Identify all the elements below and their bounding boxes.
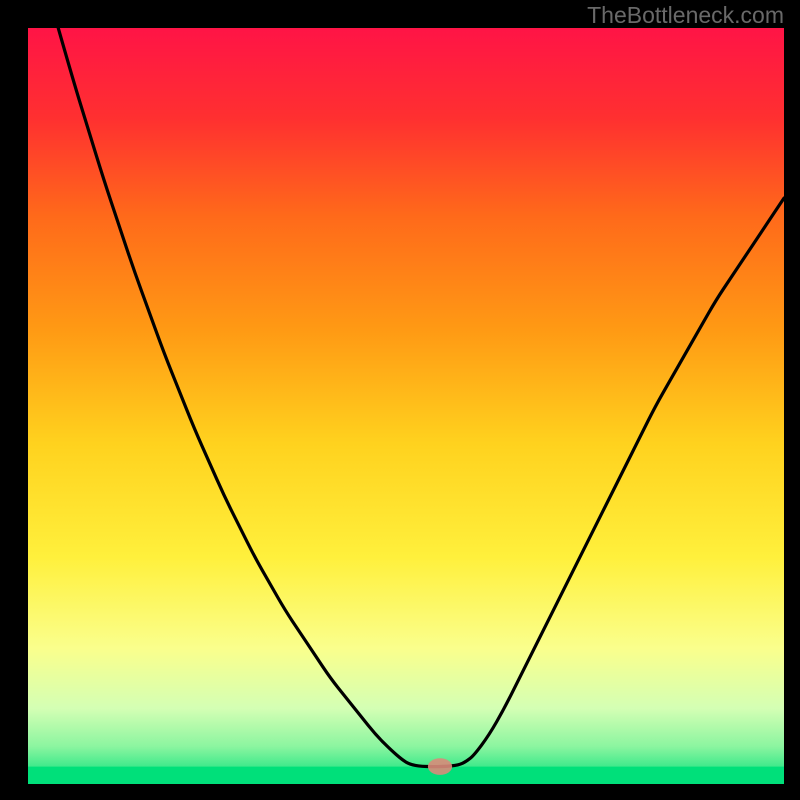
ideal-zone-stripe [28,767,784,784]
plot-svg [28,28,784,784]
plot-area [28,28,784,784]
ideal-marker [428,758,452,775]
chart-frame: TheBottleneck.com [0,0,800,800]
watermark-text: TheBottleneck.com [587,2,784,29]
gradient-background [28,28,784,784]
